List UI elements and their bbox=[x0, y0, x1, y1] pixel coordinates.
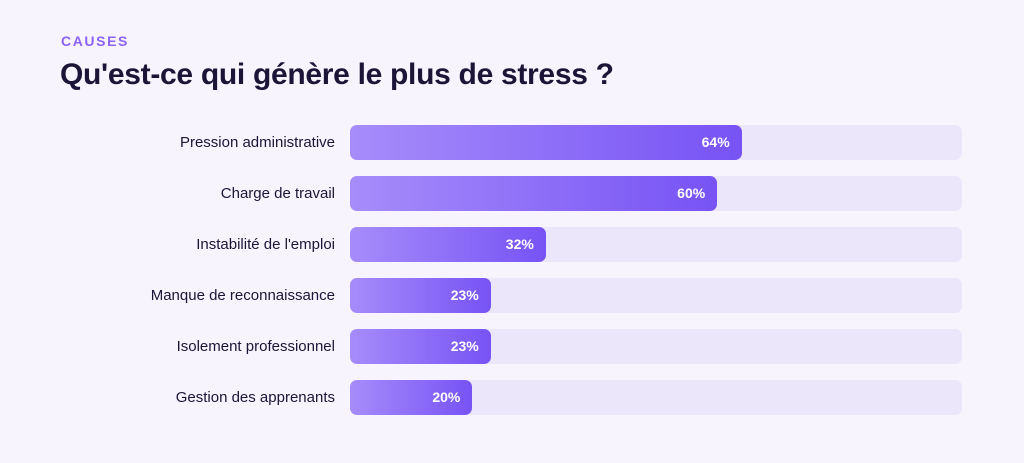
category-label: Manque de reconnaissance bbox=[150, 287, 335, 304]
value-label: 23% bbox=[450, 287, 479, 303]
bar bbox=[350, 125, 742, 160]
bar-row: Isolement professionnel 23% bbox=[0, 329, 1024, 364]
bar-row: Charge de travail 60% bbox=[0, 176, 1024, 211]
page-title: Qu'est-ce qui génère le plus de stress ? bbox=[60, 58, 614, 91]
value-label: 32% bbox=[505, 236, 534, 252]
category-label: Pression administrative bbox=[179, 134, 335, 151]
bar bbox=[350, 380, 473, 415]
category-label: Gestion des apprenants bbox=[175, 389, 335, 406]
bar-row: Manque de reconnaissance 23% bbox=[0, 278, 1024, 313]
value-label: 60% bbox=[677, 185, 706, 201]
category-label: Instabilité de l'emploi bbox=[196, 236, 335, 253]
bar-row: Instabilité de l'emploi 32% bbox=[0, 227, 1024, 262]
bar-row: Gestion des apprenants 20% bbox=[0, 380, 1024, 415]
bar bbox=[350, 176, 718, 211]
category-label: Charge de travail bbox=[220, 185, 335, 202]
category-label: Isolement professionnel bbox=[176, 338, 335, 355]
bar bbox=[350, 329, 491, 364]
eyebrow-label: CAUSES bbox=[61, 33, 129, 49]
value-label: 20% bbox=[432, 389, 461, 405]
value-label: 64% bbox=[701, 134, 730, 150]
value-label: 23% bbox=[450, 338, 479, 354]
bar-row: Pression administrative 64% bbox=[0, 125, 1024, 160]
bar bbox=[350, 278, 491, 313]
bar bbox=[350, 227, 546, 262]
